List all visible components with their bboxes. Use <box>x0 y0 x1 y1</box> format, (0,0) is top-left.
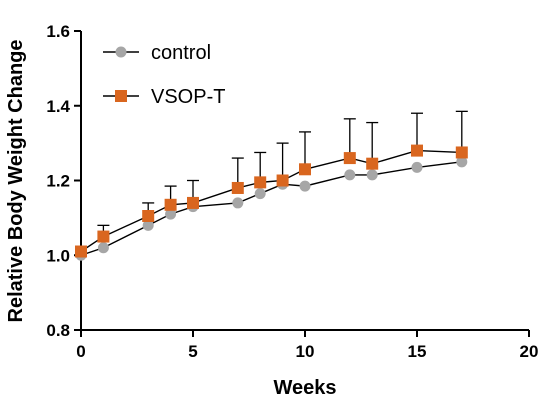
legend-marker <box>115 90 127 102</box>
legend: control VSOP-T <box>103 42 225 108</box>
series-layer <box>75 110 468 261</box>
data-point <box>187 196 199 209</box>
legend-item: VSOP-T <box>103 86 225 108</box>
data-point <box>411 144 423 157</box>
tick-group: 0 5 10 15 20 0.8 1.0 1.2 1.4 1.6 <box>46 22 538 361</box>
data-point <box>254 188 266 200</box>
legend-label: VSOP-T <box>151 86 225 108</box>
data-point <box>232 197 244 209</box>
legend-item: control <box>103 42 211 64</box>
data-point <box>411 161 423 173</box>
x-tick-label: 10 <box>296 342 315 361</box>
y-tick-label: 1.4 <box>46 97 70 116</box>
data-point <box>276 174 289 187</box>
legend-marker <box>115 46 127 58</box>
data-point <box>75 245 87 258</box>
data-point <box>97 230 110 243</box>
series-line <box>80 149 462 253</box>
legend-label: control <box>151 42 211 64</box>
x-tick-label: 15 <box>408 342 427 361</box>
y-tick-label: 0.8 <box>46 321 70 340</box>
data-point <box>299 163 311 176</box>
data-point <box>254 176 267 189</box>
x-tick-label: 0 <box>76 342 85 361</box>
data-point <box>455 146 468 159</box>
y-tick-label: 1.2 <box>46 172 70 191</box>
series-0 <box>75 156 468 261</box>
series-1 <box>75 110 468 258</box>
y-axis-title: Relative Body Weight Change <box>5 39 27 322</box>
data-point <box>366 157 379 170</box>
data-point <box>456 156 468 168</box>
data-point <box>142 219 154 231</box>
series-line <box>80 161 462 256</box>
x-axis-title: Weeks <box>273 377 336 399</box>
data-point <box>343 152 356 165</box>
data-point <box>299 180 311 192</box>
x-tick-label: 20 <box>520 342 539 361</box>
y-tick-label: 1.0 <box>46 246 70 265</box>
data-point <box>164 198 177 211</box>
data-point <box>344 169 356 181</box>
data-point <box>366 169 378 181</box>
data-point <box>231 181 244 194</box>
data-point <box>142 210 155 223</box>
data-point <box>165 208 177 220</box>
x-tick-label: 5 <box>188 342 197 361</box>
data-point <box>97 242 109 254</box>
y-tick-label: 1.6 <box>46 22 70 41</box>
axes <box>80 31 529 331</box>
